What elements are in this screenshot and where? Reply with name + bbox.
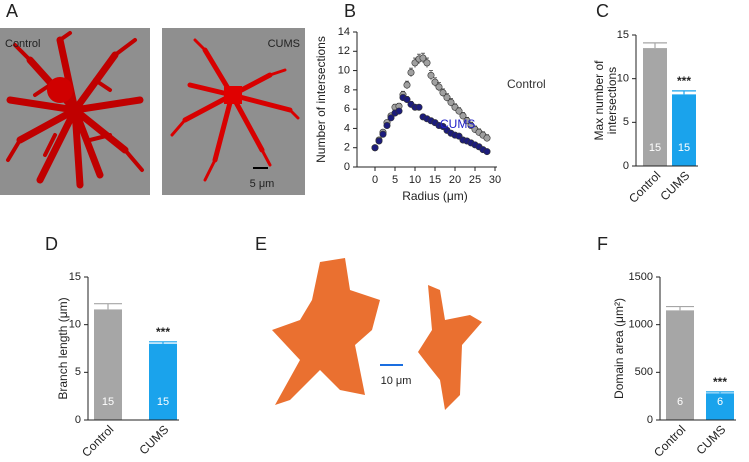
- n-label: 15: [157, 396, 169, 408]
- bar: [94, 309, 122, 420]
- n-label: 15: [678, 142, 690, 154]
- point: [395, 107, 403, 115]
- n-label: 6: [717, 396, 723, 408]
- image-cums: [162, 28, 305, 195]
- y-tick-label: 14: [338, 26, 350, 38]
- panel-label: C: [596, 1, 609, 21]
- point: [483, 134, 491, 142]
- significance: ***: [677, 74, 691, 88]
- point: [403, 96, 411, 104]
- x-tick-label: Control: [79, 422, 116, 459]
- image-label: CUMS: [268, 38, 300, 50]
- point: [379, 130, 387, 138]
- image-label: Control: [5, 38, 40, 50]
- significance: ***: [156, 325, 170, 339]
- y-tick-label: 8: [344, 84, 350, 96]
- cell-cums: [170, 38, 300, 182]
- x-axis-label: Radius (μm): [402, 189, 468, 203]
- x-tick-label: CUMS: [693, 422, 728, 457]
- y-tick-label: 6: [344, 103, 350, 115]
- y-tick-label: 15: [617, 29, 629, 41]
- point: [431, 78, 439, 86]
- y-tick-label: 500: [635, 366, 653, 378]
- bar: [706, 393, 734, 420]
- n-label: 6: [677, 396, 683, 408]
- point: [443, 94, 451, 102]
- x-tick-label: 30: [489, 174, 501, 186]
- x-tick-label: 10: [409, 174, 421, 186]
- series-label: CUMS: [440, 117, 475, 131]
- y-tick-label: 4: [344, 122, 350, 134]
- series-label: Control: [507, 77, 546, 91]
- point: [415, 103, 423, 111]
- y-axis-label: Number of intersections: [314, 36, 328, 163]
- x-tick-label: 20: [449, 174, 461, 186]
- point: [387, 114, 395, 122]
- point: [455, 107, 463, 115]
- point: [407, 69, 415, 77]
- cell-outline-control: [272, 258, 380, 405]
- x-tick-label: Control: [626, 168, 663, 205]
- y-tick-label: 2: [344, 142, 350, 154]
- point: [435, 83, 443, 91]
- y-tick-label: 0: [75, 414, 81, 426]
- bar: [643, 48, 667, 166]
- y-axis-label: Max number of: [592, 60, 606, 141]
- y-axis-label: Branch length (μm): [56, 297, 70, 399]
- y-tick-label: 10: [617, 73, 629, 85]
- y-tick-label: 12: [338, 45, 350, 57]
- y-tick-label: 1000: [629, 319, 653, 331]
- x-tick-label: 25: [469, 174, 481, 186]
- x-tick-label: 0: [372, 174, 378, 186]
- significance: ***: [713, 375, 727, 389]
- point: [423, 59, 431, 67]
- point: [383, 122, 391, 130]
- point: [483, 148, 491, 156]
- point: [375, 137, 383, 145]
- point: [371, 144, 379, 152]
- y-tick-label: 10: [338, 64, 350, 76]
- soma: [224, 86, 242, 104]
- x-tick-label: CUMS: [657, 168, 692, 203]
- y-tick-label: 0: [344, 161, 350, 173]
- point: [403, 81, 411, 89]
- bar: [666, 310, 694, 420]
- panel-label: E: [255, 234, 267, 254]
- y-tick-label: 1500: [629, 271, 653, 283]
- y-tick-label: 10: [69, 319, 81, 331]
- cell-outline-cums: [418, 285, 482, 410]
- point: [427, 71, 435, 79]
- soma: [47, 77, 73, 103]
- y-axis-label: intersections: [605, 67, 619, 134]
- y-axis-label: Domain area (μm²): [612, 298, 626, 399]
- x-tick-label: Control: [651, 422, 688, 459]
- point: [459, 112, 467, 120]
- y-tick-label: 5: [75, 366, 81, 378]
- panel-label: D: [45, 234, 58, 254]
- bar: [149, 343, 177, 420]
- y-tick-label: 0: [623, 160, 629, 172]
- panel-label: A: [6, 1, 18, 21]
- point: [463, 117, 471, 125]
- scale-label: 10 μm: [381, 375, 412, 387]
- point: [447, 98, 455, 106]
- x-tick-label: 15: [429, 174, 441, 186]
- bar: [672, 94, 696, 166]
- x-tick-label: CUMS: [136, 422, 171, 457]
- x-tick-label: 5: [392, 174, 398, 186]
- panel-label: F: [597, 234, 608, 254]
- y-tick-label: 15: [69, 271, 81, 283]
- point: [439, 89, 447, 97]
- y-tick-label: 5: [623, 116, 629, 128]
- scale-label: 5 μm: [250, 178, 275, 190]
- n-label: 15: [102, 396, 114, 408]
- n-label: 15: [649, 142, 661, 154]
- panel-label: B: [344, 1, 356, 21]
- y-tick-label: 0: [647, 414, 653, 426]
